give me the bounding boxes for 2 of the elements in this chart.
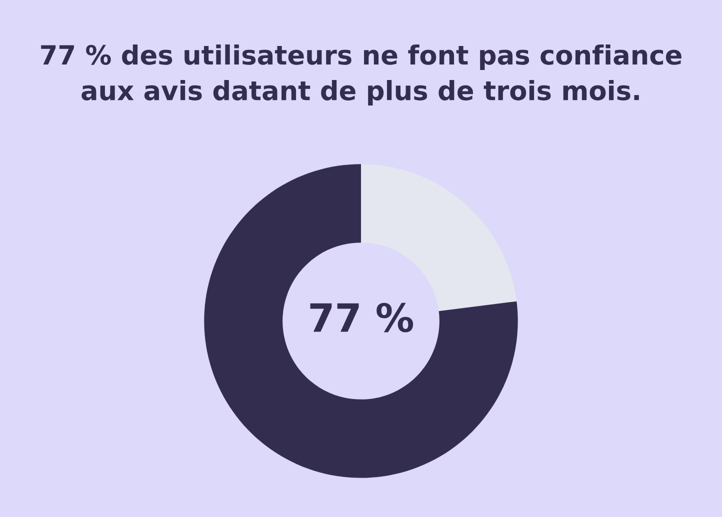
text: 77 % [310,302,414,332]
chart-title: 77 % des utilisateurs ne font pas confiance aux avis datant de plus de trois mois. [41,44,682,106]
